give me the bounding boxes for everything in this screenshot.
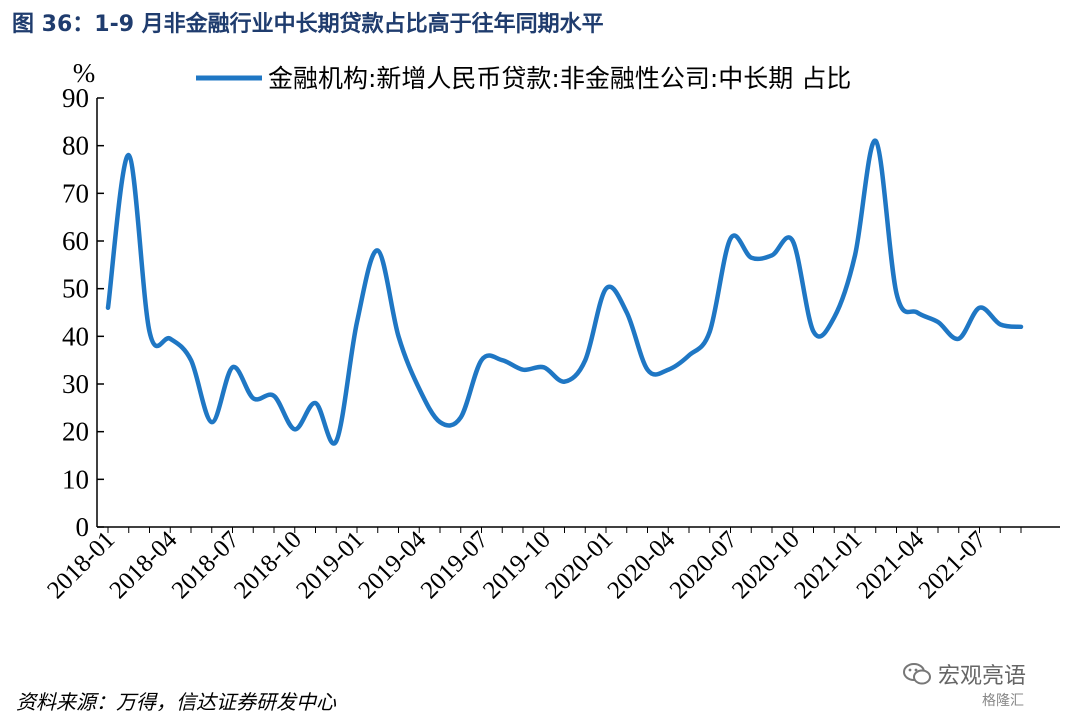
x-tick-label: 2018-04 [104, 526, 182, 604]
y-tick-label: 90 [62, 83, 89, 113]
y-tick-label: 20 [62, 417, 89, 447]
watermark-name: 宏观亮语 [938, 664, 1027, 689]
chart-title: 图 36：1-9 月非金融行业中长期贷款占比高于往年同期水平 [12, 12, 604, 37]
y-axis-unit-label: % [73, 58, 96, 88]
x-tick-label: 2021-04 [851, 526, 929, 604]
x-tick-label: 2020-01 [540, 526, 618, 604]
series-line-0 [105, 138, 1024, 446]
y-axis-ticks: 0 10 20 30 40 50 60 70 80 90 [62, 83, 104, 542]
y-tick-label: 50 [62, 274, 89, 304]
watermark-brand: 格隆汇 [982, 693, 1024, 709]
x-tick-label: 2021-01 [789, 526, 867, 604]
legend-label: 金融机构:新增人民币贷款:非金融性公司:中长期 占比 [268, 64, 851, 93]
x-tick-label: 2018-07 [167, 526, 245, 604]
legend: 金融机构:新增人民币贷款:非金融性公司:中长期 占比 [196, 64, 851, 93]
x-tick-label: 2019-10 [478, 526, 556, 604]
series-lines [105, 138, 1024, 446]
x-axis-ticks: 2018-012018-042018-072018-102019-012019-… [42, 526, 1022, 604]
y-tick-label: 70 [62, 178, 89, 208]
y-tick-label: 80 [62, 131, 89, 161]
y-tick-label: 60 [62, 226, 89, 256]
watermark: 宏观亮语 格隆汇 [902, 658, 1027, 709]
y-tick-label: 30 [62, 369, 89, 399]
wechat-icon [903, 663, 931, 685]
x-tick-label: 2019-07 [416, 526, 494, 604]
x-tick-label: 2018-10 [229, 526, 307, 604]
x-tick-label: 2020-10 [727, 526, 805, 604]
x-tick-label: 2020-07 [665, 526, 743, 604]
y-tick-label: 0 [76, 512, 90, 542]
x-tick-label: 2020-04 [602, 526, 680, 604]
y-tick-label: 10 [62, 464, 89, 494]
x-tick-label: 2021-07 [914, 526, 992, 604]
y-tick-label: 40 [62, 321, 89, 351]
x-tick-label: 2019-01 [291, 526, 369, 604]
source-note: 资料来源：万得，信达证券研发中心 [16, 690, 336, 714]
axes: % [73, 58, 1060, 528]
x-tick-label: 2019-04 [353, 526, 431, 604]
